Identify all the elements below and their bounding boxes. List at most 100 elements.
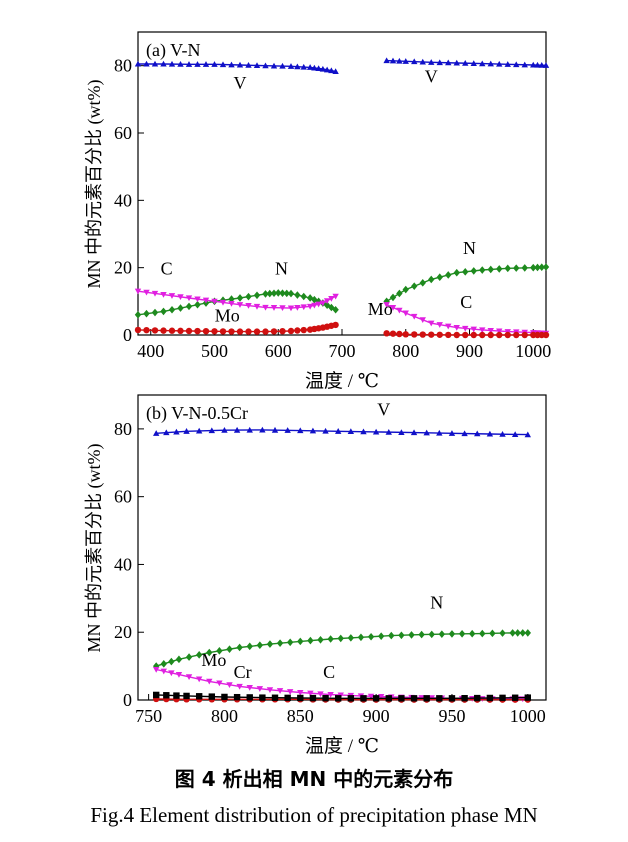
data-point-c [253, 303, 261, 310]
data-point-v [294, 63, 301, 70]
data-point-n [168, 305, 176, 314]
data-point-n [206, 648, 213, 657]
data-point-v [233, 426, 241, 433]
data-point-n [357, 633, 365, 642]
data-point-cr [524, 694, 531, 701]
data-point-c [294, 304, 301, 311]
data-point-v [328, 67, 335, 74]
data-point-n [445, 271, 452, 279]
data-point-c [468, 695, 476, 702]
data-point-n [332, 305, 339, 314]
data-point-n [216, 647, 223, 655]
data-point-n [538, 263, 545, 272]
series-line-n [155, 632, 528, 667]
data-point-v [183, 428, 190, 434]
data-point-n [521, 264, 528, 272]
data-point-n [514, 629, 521, 637]
data-point-c [211, 298, 218, 305]
data-point-v [177, 61, 184, 67]
data-point-c [246, 685, 253, 691]
data-point-n [489, 629, 496, 638]
data-point-v [383, 57, 390, 64]
data-point-n [337, 634, 344, 643]
data-point-v [270, 62, 278, 69]
data-point-cr [163, 692, 170, 699]
x-tick-label: 800 [392, 341, 419, 361]
data-point-n [195, 651, 203, 659]
data-point-v [410, 429, 418, 436]
annotation-label: Mo [201, 650, 226, 670]
x-tick-label: 900 [363, 706, 390, 726]
data-point-v [297, 427, 304, 434]
data-point-c [319, 300, 327, 307]
x-tick-label: 400 [137, 341, 164, 361]
data-point-mo [479, 331, 486, 339]
data-point-c [367, 693, 375, 700]
data-point-cr [511, 694, 519, 701]
data-point-mo [279, 327, 286, 335]
data-point-v [221, 427, 228, 433]
data-point-c [236, 683, 243, 690]
data-point-n [496, 265, 503, 273]
data-point-v [389, 57, 397, 64]
data-point-n [402, 285, 409, 294]
data-point-c [177, 294, 184, 301]
data-point-v [534, 61, 541, 68]
data-point-mo [211, 328, 218, 335]
data-point-cr [486, 694, 494, 702]
data-point-cr [347, 695, 355, 702]
data-point-mo [383, 330, 390, 337]
data-point-c [311, 302, 318, 309]
data-point-mo [542, 331, 550, 339]
data-point-v [195, 427, 203, 434]
data-point-cr [173, 692, 180, 699]
data-point-c [445, 323, 452, 330]
data-point-v [448, 430, 456, 436]
data-point-v [259, 426, 266, 433]
data-point-v [160, 60, 167, 67]
x-tick-label: 750 [135, 706, 162, 726]
data-point-cr [448, 695, 456, 702]
data-point-n [275, 289, 282, 297]
data-point-mo [236, 328, 244, 335]
data-point-c [306, 303, 314, 310]
data-point-v [453, 59, 460, 66]
data-point-v [253, 62, 261, 69]
data-point-cr [309, 694, 317, 702]
data-point-v [411, 58, 418, 65]
x-tick-label: 1000 [515, 341, 551, 361]
data-point-n [396, 289, 403, 298]
y-tick-label: 80 [114, 56, 132, 76]
data-point-n [153, 662, 160, 670]
data-point-c [496, 328, 503, 335]
data-point-cr [221, 693, 228, 701]
data-point-n [398, 631, 405, 640]
data-point-c [134, 288, 142, 295]
data-point-c [276, 688, 284, 694]
data-point-n [367, 632, 375, 641]
series-line-c [137, 290, 336, 309]
data-point-mo [262, 328, 269, 335]
x-tick-label: 700 [329, 341, 356, 361]
data-point-n [519, 629, 526, 637]
data-point-cr [398, 695, 405, 702]
data-point-v [332, 68, 339, 74]
data-point-cr [436, 695, 443, 702]
data-point-c [436, 322, 443, 328]
data-point-n [411, 282, 418, 290]
data-point-n [458, 630, 466, 638]
data-point-mo [462, 331, 469, 339]
data-point-n [294, 291, 301, 299]
data-point-v [236, 61, 244, 68]
data-point-n [347, 634, 355, 642]
data-point-cr [423, 695, 430, 702]
data-point-v [436, 429, 443, 436]
data-point-v [538, 62, 545, 68]
data-point-mo [134, 326, 142, 334]
data-point-c [151, 290, 159, 297]
data-point-v [208, 427, 216, 434]
data-point-mo [436, 331, 443, 338]
data-point-n [236, 643, 243, 652]
data-point-mo [300, 326, 307, 334]
data-point-v [372, 428, 380, 435]
